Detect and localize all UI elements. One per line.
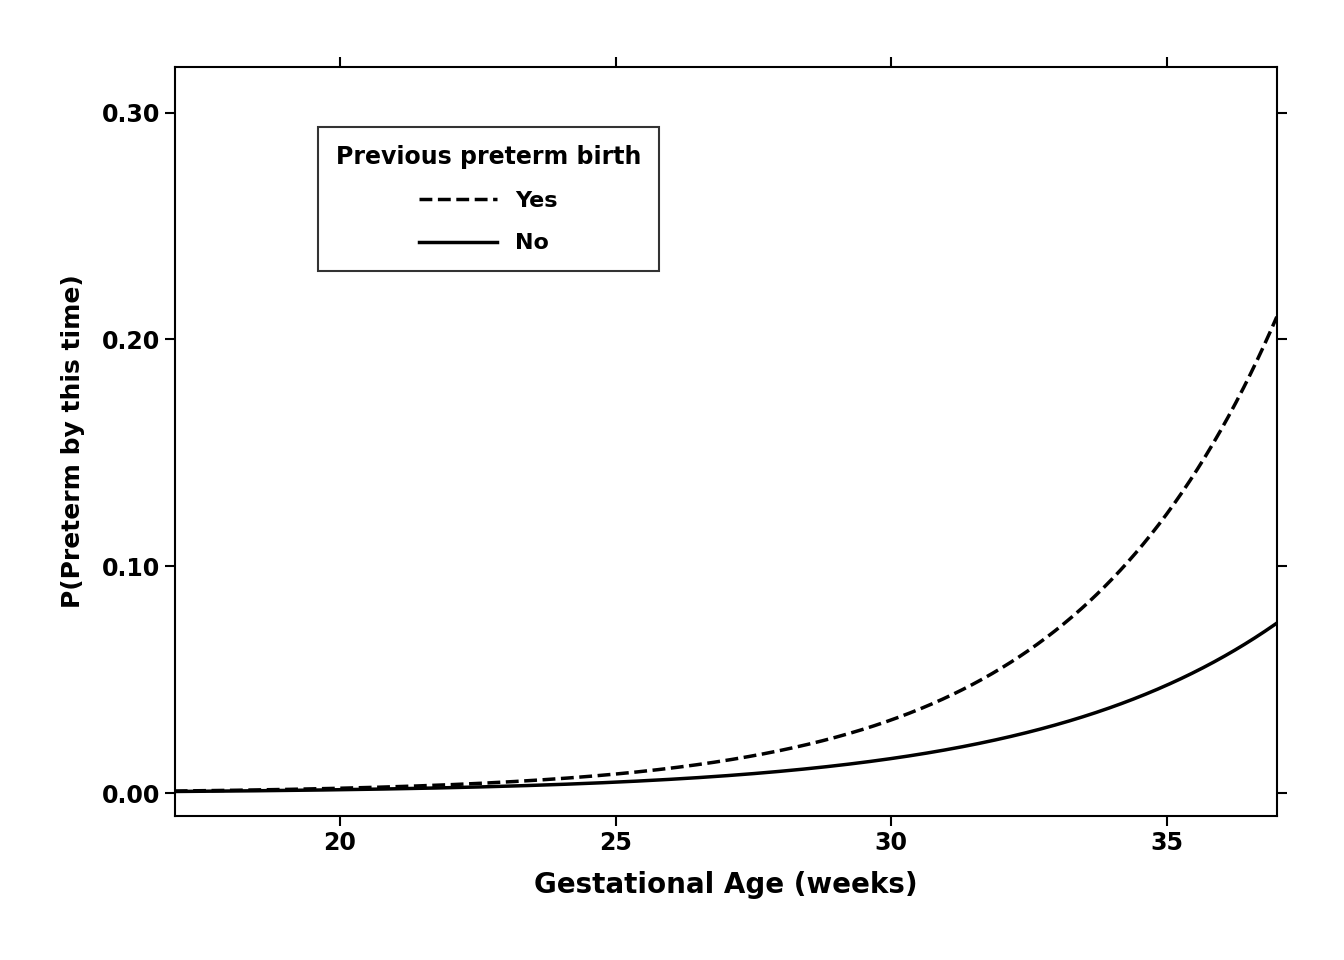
Y-axis label: P(Preterm by this time): P(Preterm by this time) bbox=[60, 275, 85, 609]
X-axis label: Gestational Age (weeks): Gestational Age (weeks) bbox=[534, 872, 918, 900]
Legend: Yes, No: Yes, No bbox=[319, 127, 659, 271]
